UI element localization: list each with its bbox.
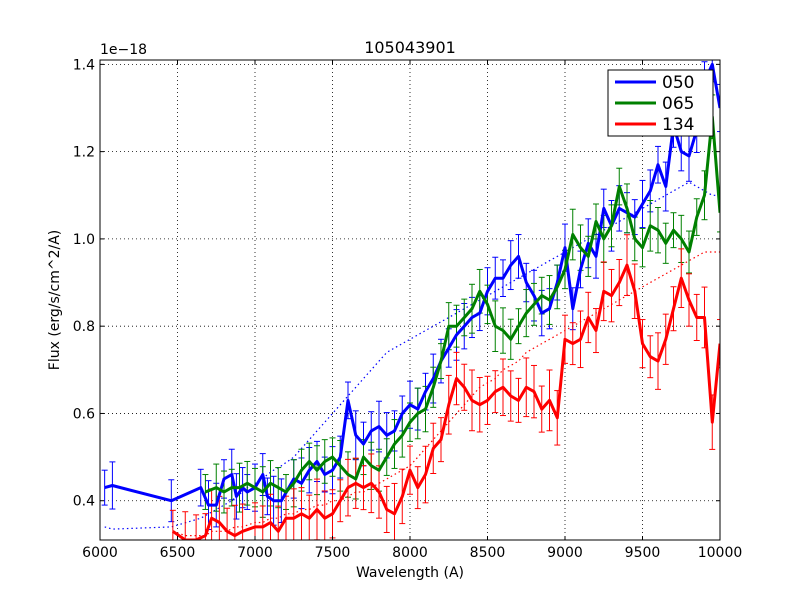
- x-tick-label: 9000: [547, 545, 583, 561]
- y-tick-label: 0.8: [73, 319, 95, 335]
- y-axis-label: Flux (erg/s/cm^2/A): [47, 230, 63, 370]
- model-curve-134: [172, 251, 720, 537]
- x-tick-label: 8000: [392, 545, 428, 561]
- x-tick-label: 6500: [160, 545, 196, 561]
- legend: 050 065 134: [607, 69, 714, 137]
- y-tick-label: 1.0: [73, 232, 95, 248]
- legend-label-050: 050: [662, 73, 694, 93]
- x-tick-label: 6000: [82, 545, 118, 561]
- data-layer: [101, 60, 720, 540]
- plot-area: [101, 60, 720, 540]
- y-tick-label: 1.2: [73, 145, 95, 161]
- x-tick-label: 8500: [470, 545, 506, 561]
- x-tick-label: 7500: [315, 545, 351, 561]
- chart-title: 105043901: [364, 38, 456, 57]
- x-tick-label: 9500: [625, 545, 661, 561]
- y-tick-label: 1.4: [73, 57, 95, 73]
- x-tick-label: 10000: [698, 545, 743, 561]
- x-axis-label: Wavelength (A): [356, 565, 464, 581]
- x-tick-label: 7000: [237, 545, 273, 561]
- series-line-065: [204, 115, 720, 494]
- y-tick-label: 0.6: [73, 406, 95, 422]
- axis-ticks: 6000 6500 7000 7500 8000 8500 9000 9500 10000 0.4…: [73, 57, 743, 561]
- legend-label-065: 065: [662, 94, 694, 114]
- y-tick-label: 0.4: [73, 494, 95, 510]
- legend-label-134: 134: [662, 115, 694, 135]
- series-line-134: [171, 263, 720, 540]
- y-offset-label: 1e−18: [100, 42, 147, 58]
